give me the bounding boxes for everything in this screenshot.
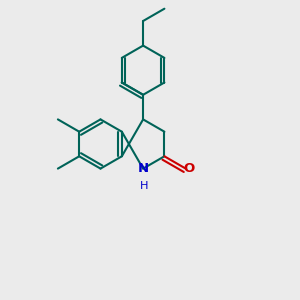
Text: H: H <box>140 181 148 191</box>
Text: O: O <box>183 162 194 175</box>
Text: N: N <box>137 162 149 175</box>
